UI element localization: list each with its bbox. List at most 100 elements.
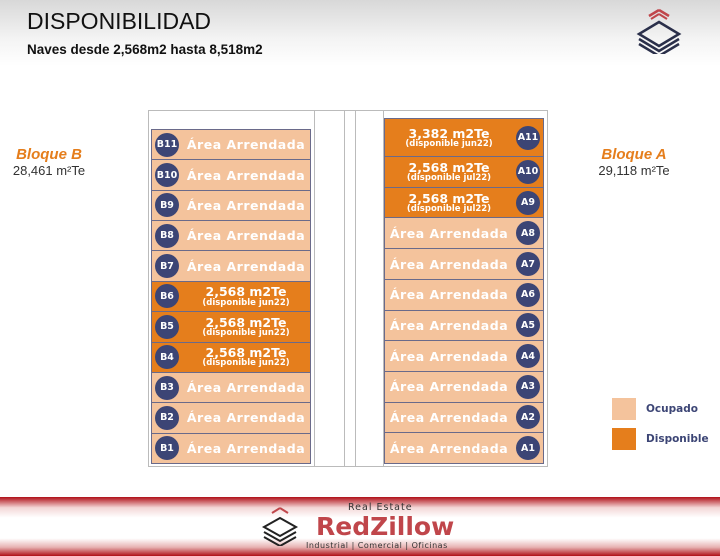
unit-availability: 2,568 m2Te (disponible jun22) <box>202 316 289 338</box>
unit-availability: 2,568 m2Te (disponible jun22) <box>202 285 289 307</box>
unit-area: 2,568 m2Te <box>205 284 287 300</box>
unit-a5: Área Arrendada A5 <box>384 310 544 342</box>
unit-id-badge: A8 <box>516 221 540 246</box>
header-band <box>0 0 720 66</box>
unit-b6: 2,568 m2Te (disponible jun22) B6 <box>151 281 311 313</box>
unit-id-badge: B3 <box>155 375 179 400</box>
unit-status-label: Área Arrendada <box>186 228 306 244</box>
unit-a8: Área Arrendada A8 <box>384 218 544 250</box>
stacked-layers-logo-icon <box>636 8 682 54</box>
road-median <box>344 111 356 466</box>
unit-id-badge: A7 <box>516 252 540 277</box>
unit-a4: Área Arrendada A4 <box>384 341 544 372</box>
unit-b1: Área Arrendada B1 <box>151 433 311 464</box>
unit-availability: 3,382 m2Te (disponible jun22) <box>405 125 493 149</box>
unit-availability-note: (disponible jul22) <box>406 173 492 184</box>
legend-label: Ocupado <box>646 403 698 415</box>
unit-status-label: Área Arrendada <box>186 258 306 274</box>
unit-status-label: Área Arrendada <box>186 380 306 396</box>
unit-a3: Área Arrendada A3 <box>384 371 544 403</box>
unit-availability: 2,568 m2Te (disponible jun22) <box>202 346 289 368</box>
unit-availability-note: (disponible jun22) <box>202 327 290 338</box>
legend-occupied: Ocupado <box>612 398 709 420</box>
unit-status-label: Área Arrendada <box>389 287 509 303</box>
unit-id-badge: B4 <box>155 345 179 370</box>
unit-a1: Área Arrendada A1 <box>384 433 544 464</box>
unit-id-badge: B10 <box>155 163 179 188</box>
unit-b10: Área Arrendada B10 <box>151 160 311 191</box>
unit-status-label: Área Arrendada <box>389 379 509 395</box>
unit-status-label: Área Arrendada <box>389 225 509 241</box>
unit-a2: Área Arrendada A2 <box>384 402 544 434</box>
unit-availability: 2,568 m2Te (disponible jul22) <box>407 161 491 183</box>
unit-availability-note: (disponible jun22) <box>202 358 290 369</box>
unit-area: 2,568 m2Te <box>205 314 287 330</box>
unit-a6: Área Arrendada A6 <box>384 279 544 311</box>
footer-tagline: Real Estate <box>348 502 413 513</box>
footer-brand: RedZillow <box>316 512 455 541</box>
legend: Ocupado Disponible <box>612 398 709 458</box>
unit-id-badge: B6 <box>155 284 179 309</box>
unit-id-badge: A10 <box>516 159 540 184</box>
unit-id-badge: A4 <box>516 344 540 369</box>
unit-id-badge: A5 <box>516 313 540 338</box>
unit-status-label: Área Arrendada <box>186 440 306 456</box>
block-a-label: Bloque A 29,118 m²Te <box>598 146 670 178</box>
block-b-units: Área Arrendada B11 Área Arrendada B10 Área A… <box>151 129 311 464</box>
unit-id-badge: A2 <box>516 405 540 430</box>
access-road <box>314 111 384 466</box>
unit-id-badge: A11 <box>516 125 540 150</box>
unit-b7: Área Arrendada B7 <box>151 251 311 282</box>
unit-b5: 2,568 m2Te (disponible jun22) B5 <box>151 312 311 343</box>
unit-status-label: Área Arrendada <box>186 197 306 213</box>
unit-id-badge: A6 <box>516 282 540 307</box>
unit-status-label: Área Arrendada <box>389 409 509 425</box>
unit-availability: 2,568 m2Te (disponible jul22) <box>406 190 492 214</box>
block-a-units: 3,382 m2Te (disponible jun22) A11 2,568 m2T… <box>384 118 544 464</box>
legend-label: Disponible <box>646 433 709 445</box>
unit-id-badge: A9 <box>516 190 540 215</box>
unit-status-label: Área Arrendada <box>389 317 509 333</box>
unit-id-badge: B8 <box>155 223 179 248</box>
unit-area: 2,568 m2Te <box>205 345 287 361</box>
unit-area: 3,382 m2Te <box>408 125 490 141</box>
unit-id-badge: B2 <box>155 405 179 430</box>
unit-status-label: Área Arrendada <box>186 410 306 426</box>
unit-id-badge: A3 <box>516 374 540 399</box>
unit-id-badge: B11 <box>155 132 179 157</box>
unit-a9: 2,568 m2Te (disponible jul22) A9 <box>384 187 544 219</box>
unit-b2: Área Arrendada B2 <box>151 403 311 434</box>
unit-b3: Área Arrendada B3 <box>151 372 311 404</box>
legend-swatch-available <box>612 428 636 450</box>
unit-area: 2,568 m2Te <box>408 190 490 206</box>
unit-id-badge: B7 <box>155 254 179 279</box>
legend-available: Disponible <box>612 428 709 450</box>
page-subtitle: Naves desde 2,568m2 hasta 8,518m2 <box>27 42 263 57</box>
block-b-name: Bloque B <box>16 146 82 163</box>
unit-a11: 3,382 m2Te (disponible jun22) A11 <box>384 118 544 158</box>
unit-status-label: Área Arrendada <box>389 348 509 364</box>
unit-b9: Área Arrendada B9 <box>151 190 311 222</box>
unit-id-badge: B5 <box>155 314 179 339</box>
block-b-label: Bloque B 28,461 m²Te <box>8 146 90 178</box>
block-a-name: Bloque A <box>601 146 667 163</box>
unit-area: 2,568 m2Te <box>408 159 490 175</box>
unit-status-label: Área Arrendada <box>186 137 306 153</box>
unit-a7: Área Arrendada A7 <box>384 249 544 280</box>
unit-availability-note: (disponible jul22) <box>406 203 492 214</box>
unit-b8: Área Arrendada B8 <box>151 221 311 252</box>
block-a-area: 29,118 m²Te <box>598 163 670 178</box>
unit-availability-note: (disponible jun22) <box>405 138 493 149</box>
stacked-layers-logo-icon <box>261 507 299 546</box>
unit-status-label: Área Arrendada <box>389 256 509 272</box>
footer-sectors: Industrial | Comercial | Oficinas <box>306 541 448 550</box>
legend-swatch-occupied <box>612 398 636 420</box>
unit-a10: 2,568 m2Te (disponible jul22) A10 <box>384 157 544 188</box>
block-b-area: 28,461 m²Te <box>12 163 86 178</box>
unit-id-badge: A1 <box>516 436 540 461</box>
unit-status-label: Área Arrendada <box>186 167 306 183</box>
unit-b4: 2,568 m2Te (disponible jun22) B4 <box>151 342 311 373</box>
unit-status-label: Área Arrendada <box>389 440 509 456</box>
unit-id-badge: B1 <box>155 436 179 461</box>
unit-id-badge: B9 <box>155 193 179 218</box>
